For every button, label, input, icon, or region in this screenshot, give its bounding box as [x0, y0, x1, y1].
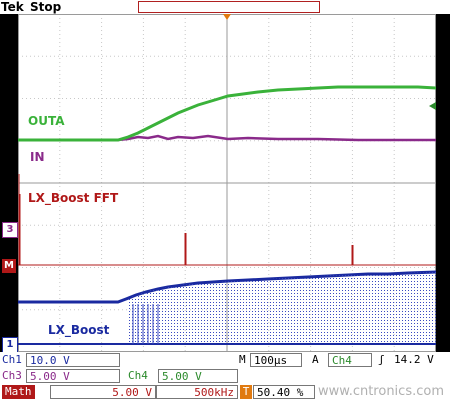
status-bar: Tek Stop	[0, 0, 450, 14]
ch1-ground-marker[interactable]: 1	[2, 337, 18, 353]
ch4-label[interactable]: Ch4	[128, 369, 148, 382]
trigger-position[interactable]: 50.40 %	[253, 385, 315, 399]
record-position-bar[interactable]	[138, 1, 320, 13]
brand-logo: Tek	[1, 0, 24, 14]
acquisition-status: Stop	[30, 0, 62, 14]
trigger-position-icon: T	[240, 385, 252, 399]
fft-label: LX_Boost FFT	[28, 191, 119, 205]
ch1-label[interactable]: Ch1	[2, 353, 22, 366]
horizontal-scale[interactable]: 100µs	[250, 353, 302, 367]
trigger-slope-icon: ʃ	[378, 353, 385, 366]
waveform-display: OUTA IN LX_Boost FFT LX_Boost	[18, 14, 436, 352]
readout-panel: Ch1 10.0 V M 100µs A Ch4 ʃ 14.2 V Ch3 5.…	[0, 352, 450, 401]
math-frequency[interactable]: 500kHz	[156, 385, 238, 399]
trigger-source[interactable]: Ch4	[328, 353, 372, 367]
ch3-label[interactable]: Ch3	[2, 369, 22, 382]
outa-label: OUTA	[28, 114, 65, 128]
math-ground-marker[interactable]: M	[2, 259, 16, 273]
lx-boost-label: LX_Boost	[48, 323, 110, 337]
trigger-mode: A	[312, 353, 319, 366]
in-label: IN	[30, 150, 45, 164]
math-scale[interactable]: 5.00 V	[50, 385, 156, 399]
math-label[interactable]: Math	[2, 385, 35, 399]
ch4-scale[interactable]: 5.00 V	[158, 369, 238, 383]
ch1-scale[interactable]: 10.0 V	[26, 353, 120, 367]
ch3-ground-marker[interactable]: 3	[2, 222, 18, 238]
waveform-graticule	[18, 14, 436, 352]
ch3-scale[interactable]: 5.00 V	[26, 369, 120, 383]
horizontal-label: M	[239, 353, 246, 366]
trigger-level[interactable]: 14.2 V	[394, 353, 434, 366]
watermark: www.cntronics.com	[317, 384, 444, 399]
